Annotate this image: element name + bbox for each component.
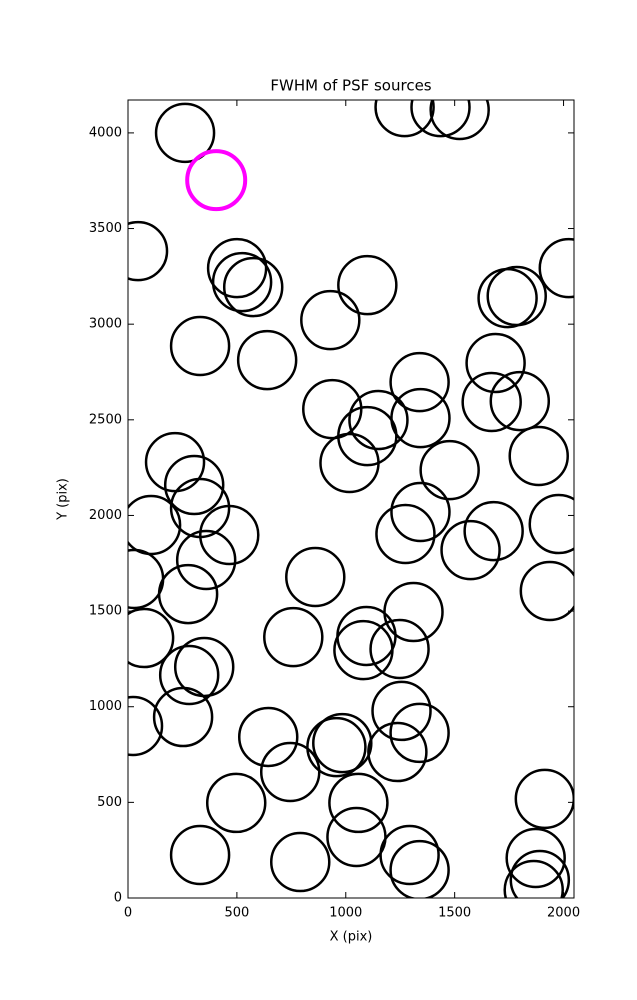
y-tick-label: 500 bbox=[97, 795, 122, 810]
y-tick-label: 3000 bbox=[89, 317, 122, 332]
source-marker bbox=[383, 581, 444, 643]
source-marker bbox=[152, 686, 214, 748]
source-marker bbox=[410, 100, 471, 138]
source-marker bbox=[348, 389, 409, 451]
x-tick-label: 0 bbox=[124, 906, 132, 921]
plot-frame bbox=[127, 99, 575, 899]
source-marker bbox=[503, 859, 564, 898]
source-marker bbox=[128, 548, 165, 610]
source-marker bbox=[379, 824, 440, 886]
source-marker bbox=[199, 504, 260, 566]
y-tick-label: 1000 bbox=[89, 699, 122, 714]
source-marker bbox=[509, 849, 571, 898]
source-marker bbox=[389, 351, 450, 413]
y-tick-label: 1500 bbox=[89, 604, 122, 619]
y-tick-label: 2500 bbox=[89, 412, 122, 427]
x-axis-label: X (pix) bbox=[330, 930, 373, 945]
source-marker bbox=[463, 500, 524, 562]
source-marker bbox=[169, 824, 231, 886]
source-marker bbox=[477, 267, 538, 329]
source-marker bbox=[237, 706, 299, 768]
source-marker bbox=[369, 618, 430, 680]
x-tick-label: 500 bbox=[224, 906, 249, 921]
source-marker bbox=[367, 721, 428, 783]
x-tick-label: 1500 bbox=[438, 906, 471, 921]
x-tick-label: 1000 bbox=[329, 906, 362, 921]
source-marker bbox=[508, 425, 569, 487]
source-marker bbox=[185, 149, 248, 212]
source-marker bbox=[158, 644, 220, 706]
plot-area bbox=[128, 100, 574, 898]
source-marker bbox=[328, 772, 389, 834]
source-marker bbox=[333, 619, 394, 681]
source-marker bbox=[489, 370, 551, 432]
source-marker bbox=[154, 102, 216, 164]
source-marker bbox=[319, 432, 380, 494]
source-marker bbox=[528, 493, 574, 555]
source-marker bbox=[206, 237, 268, 299]
y-tick-label: 4000 bbox=[89, 125, 122, 140]
source-marker bbox=[461, 371, 522, 433]
source-marker bbox=[205, 772, 267, 834]
source-marker bbox=[259, 741, 321, 803]
source-marker bbox=[336, 605, 397, 667]
source-marker bbox=[302, 378, 363, 440]
source-marker bbox=[440, 519, 501, 581]
chart-title: FWHM of PSF sources bbox=[270, 77, 431, 95]
source-marker bbox=[389, 839, 450, 898]
source-marker bbox=[429, 100, 490, 141]
source-marker bbox=[236, 329, 298, 391]
source-marker bbox=[465, 332, 526, 394]
source-marker bbox=[222, 256, 284, 318]
source-marker bbox=[157, 563, 219, 625]
source-marker bbox=[312, 712, 373, 774]
source-marker bbox=[163, 454, 225, 516]
source-marker bbox=[128, 695, 164, 757]
source-marker bbox=[519, 560, 574, 622]
source-marker bbox=[371, 680, 432, 742]
source-marker bbox=[211, 251, 273, 313]
source-marker bbox=[175, 529, 237, 591]
source-marker bbox=[337, 405, 398, 467]
source-marker bbox=[128, 494, 182, 556]
y-tick-label: 3500 bbox=[89, 221, 122, 236]
y-tick-label: 2000 bbox=[89, 508, 122, 523]
source-marker bbox=[306, 716, 367, 778]
source-marker bbox=[300, 289, 361, 351]
x-tick-label: 2000 bbox=[547, 906, 580, 921]
source-marker bbox=[419, 439, 480, 501]
y-axis-label: Y (pix) bbox=[56, 478, 71, 521]
source-marker bbox=[169, 315, 231, 377]
source-marker bbox=[337, 254, 398, 316]
source-marker bbox=[505, 827, 566, 889]
y-tick-label: 0 bbox=[114, 891, 122, 906]
source-marker bbox=[128, 607, 175, 669]
source-marker bbox=[270, 831, 331, 893]
source-marker bbox=[285, 546, 346, 608]
source-marker bbox=[389, 702, 450, 764]
source-marker bbox=[374, 100, 435, 138]
source-marker bbox=[514, 768, 574, 830]
source-marker bbox=[538, 237, 574, 299]
source-marker bbox=[390, 481, 451, 543]
source-marker bbox=[263, 606, 324, 668]
source-marker bbox=[375, 503, 436, 565]
source-marker bbox=[326, 806, 387, 868]
source-marker bbox=[128, 220, 169, 282]
